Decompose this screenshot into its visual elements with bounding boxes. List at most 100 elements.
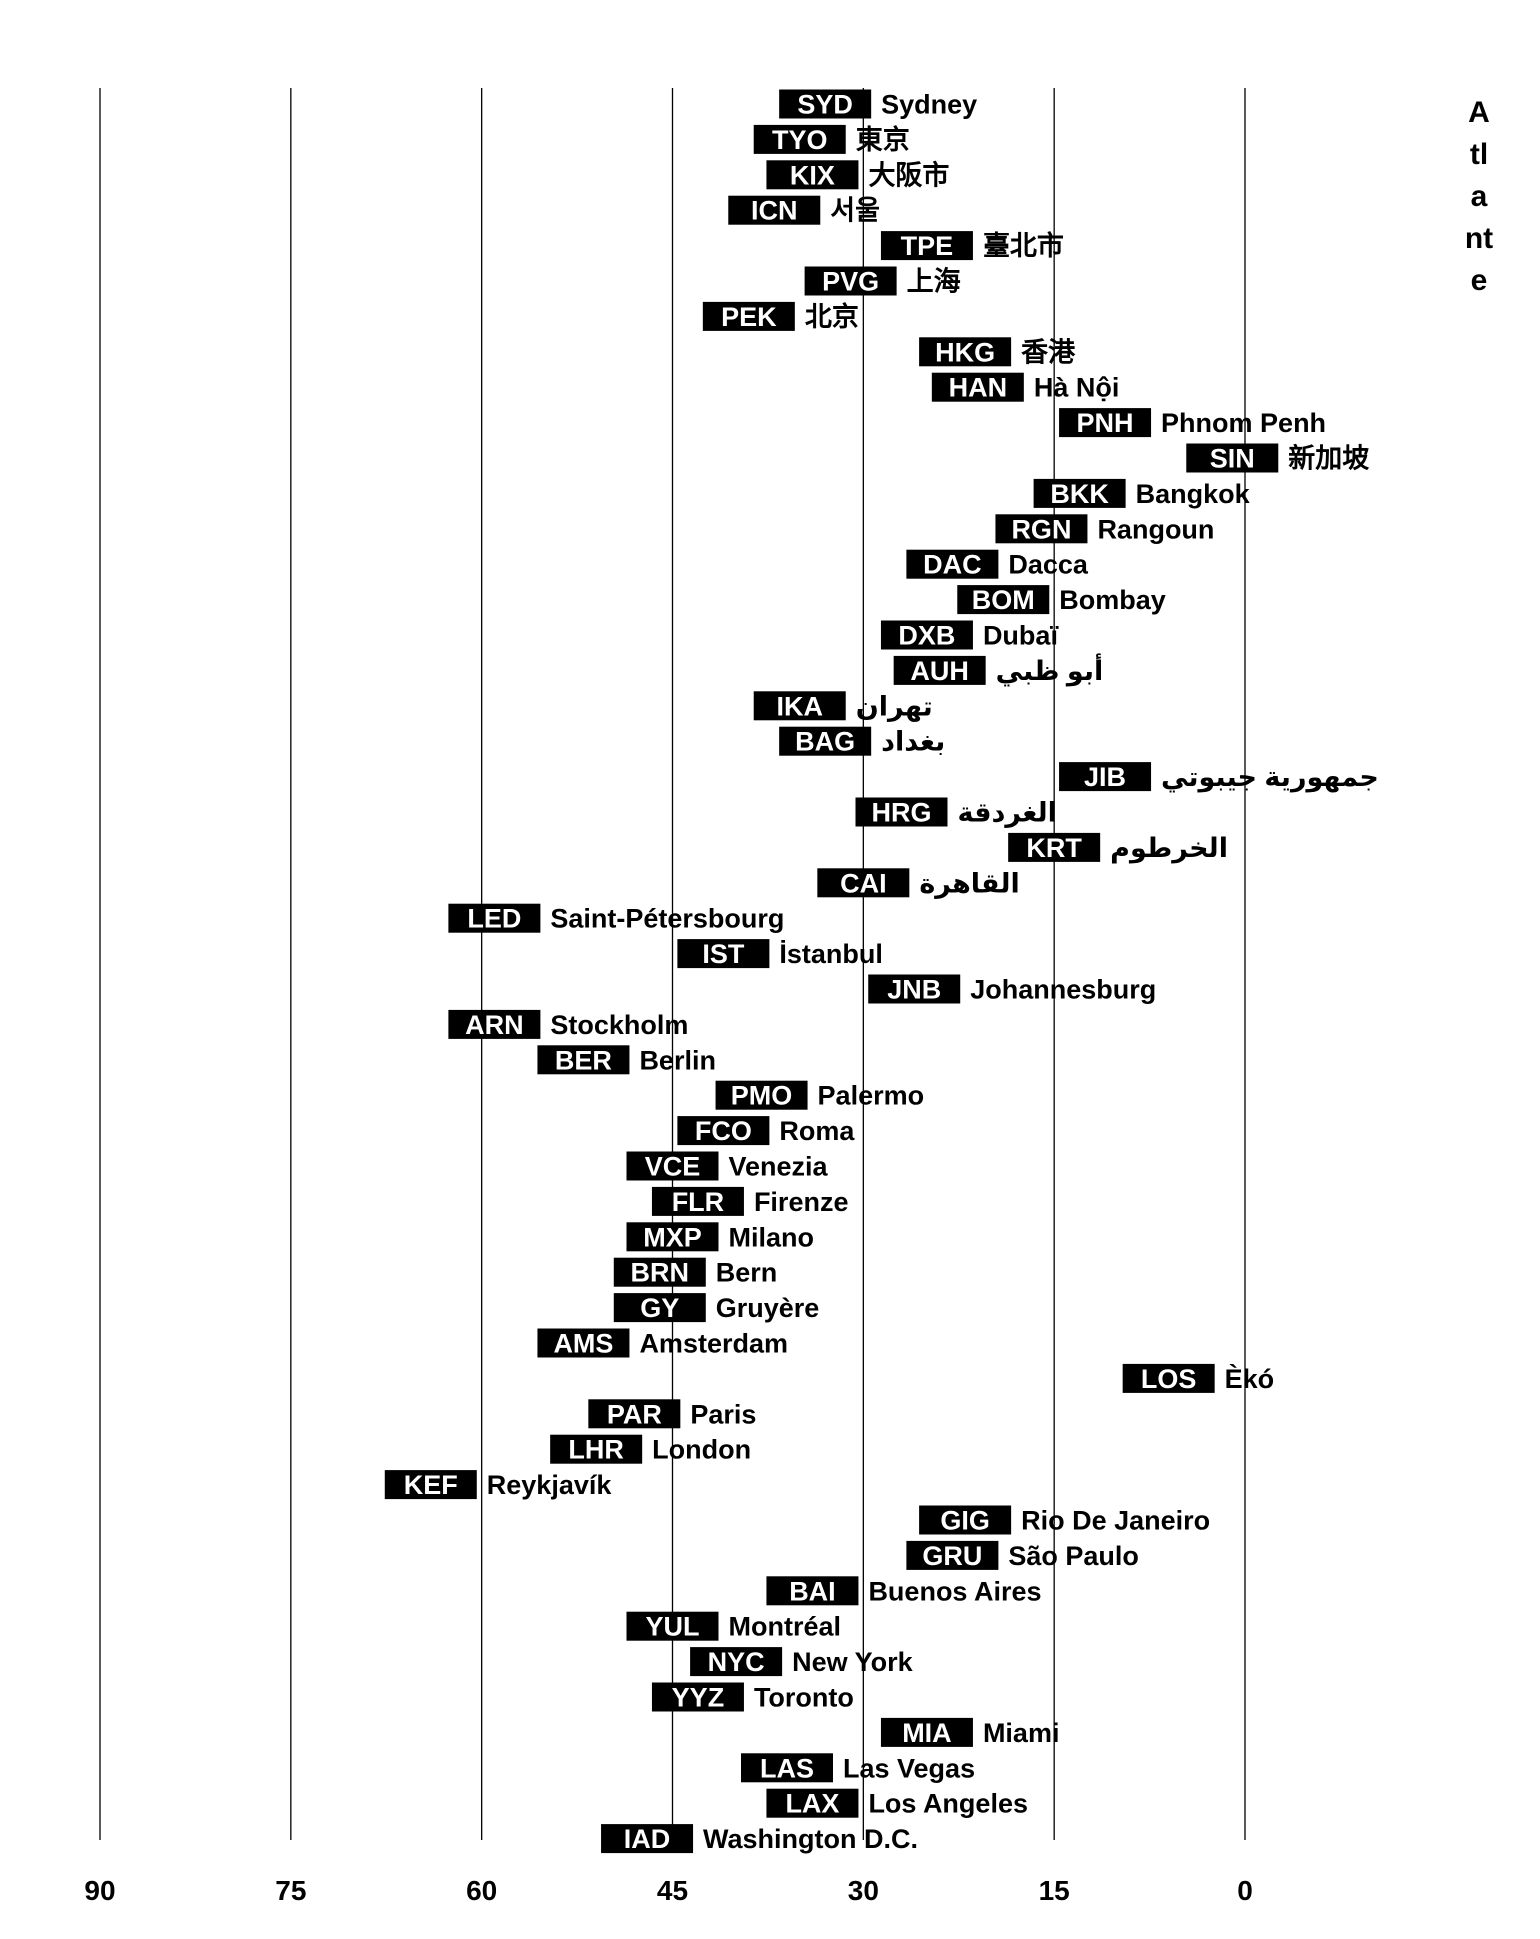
code-box [1186, 443, 1279, 473]
airport-code-label: AMS [553, 1329, 613, 1359]
data-point: GRU São Paulo [906, 1540, 1139, 1571]
data-point: HAN Hà Nội [931, 372, 1119, 403]
airport-code-label: GRU [922, 1541, 982, 1571]
data-point: GY Gruyère [613, 1293, 820, 1323]
code-box [906, 549, 999, 579]
airport-code-label: HAN [949, 373, 1008, 403]
code-box [384, 1470, 477, 1500]
city-name-label: Rangoun [1097, 514, 1214, 544]
data-point: VCE Venezia [626, 1151, 829, 1182]
code-box [906, 1540, 999, 1570]
code-box [448, 1009, 541, 1039]
code-box [715, 1080, 808, 1110]
city-name-label: Los Angeles [868, 1789, 1028, 1819]
code-box [753, 124, 846, 154]
code-box [779, 726, 872, 756]
x-tick-label: 90 [84, 1875, 115, 1906]
code-box [779, 89, 872, 119]
data-point: IAD Washington D.C. [601, 1824, 918, 1854]
data-point: BOM Bombay [957, 585, 1166, 615]
code-box [677, 939, 770, 969]
code-box [626, 1222, 719, 1252]
data-point: LAX Los Angeles [766, 1788, 1028, 1819]
airport-code-label: LAX [785, 1789, 839, 1819]
city-name-label: 臺北市 [983, 230, 1064, 261]
airport-code-label: BAG [795, 727, 855, 757]
airport-code-label: IAD [624, 1824, 671, 1854]
code-box [766, 160, 859, 190]
gridlines [99, 88, 1246, 1840]
airport-code-label: ARN [465, 1010, 524, 1040]
airport-code-label: JNB [887, 975, 941, 1005]
data-point: BRN Bern [613, 1257, 777, 1288]
airport-code-label: SYD [797, 90, 853, 120]
code-box [880, 231, 973, 261]
airport-code-label: RGN [1011, 514, 1071, 544]
data-labels: SYD Sydney TYO 東京 KIX 大阪市 ICN 서울 TPE 臺北市 PVG 上海 PEK 北… [384, 89, 1379, 1854]
airport-code-label: VCE [645, 1152, 701, 1182]
city-name-label: 서울 [830, 196, 880, 226]
city-name-label: Bangkok [1136, 479, 1251, 509]
city-name-label: Rio De Janeiro [1021, 1506, 1210, 1536]
data-point: HRG الغردقة [855, 797, 1057, 829]
code-box [550, 1434, 643, 1464]
x-axis-ticks: 90 75 60 45 30 15 0 [84, 1875, 1252, 1906]
code-box [880, 1717, 973, 1747]
data-point: ICN 서울 [728, 195, 880, 226]
airport-code-label: CAI [840, 868, 887, 898]
city-name-label: Washington D.C. [703, 1824, 918, 1854]
airport-code-label: KEF [404, 1470, 458, 1500]
data-point: PAR Paris [588, 1399, 756, 1429]
city-name-label: Bombay [1059, 585, 1166, 615]
code-box [804, 266, 897, 296]
city-name-label: Milano [729, 1222, 815, 1252]
airport-code-label: BER [555, 1045, 612, 1075]
data-point: FLR Firenze [651, 1186, 849, 1217]
city-name-label: Firenze [754, 1187, 849, 1217]
data-point: BAG بغداد [779, 726, 945, 757]
code-box [1122, 1363, 1215, 1393]
data-point: HKG 香港 [919, 337, 1076, 367]
code-box [880, 620, 973, 650]
city-name-label: 東京 [856, 124, 910, 155]
code-box [588, 1399, 681, 1429]
code-box [995, 514, 1088, 544]
code-box [766, 1788, 859, 1818]
code-box [537, 1328, 630, 1358]
data-point: DAC Dacca [906, 549, 1089, 580]
airport-code-label: BRN [631, 1258, 690, 1288]
data-point: BKK Bangkok [1033, 478, 1251, 509]
city-name-label: Palermo [818, 1081, 925, 1111]
airport-code-label: DAC [923, 550, 982, 580]
data-point: JIB جمهورية جيبوتي [1059, 762, 1379, 793]
data-point: BER Berlin [537, 1045, 716, 1075]
city-name-label: Saint-Pétersbourg [550, 904, 784, 934]
city-name-label: Buenos Aires [868, 1576, 1041, 1606]
city-name-label: 北京 [805, 301, 859, 332]
city-name-label: Sydney [881, 90, 977, 120]
city-name-label: London [652, 1435, 751, 1465]
city-name-label: Roma [779, 1116, 855, 1146]
airport-code-label: AUH [910, 656, 969, 686]
x-tick-label: 75 [275, 1875, 306, 1906]
airport-code-label: GY [640, 1293, 679, 1323]
city-name-label: Gruyère [716, 1293, 820, 1323]
airport-code-label: BKK [1050, 479, 1109, 509]
airport-code-label: YUL [646, 1612, 700, 1642]
data-point: IKA تهران [753, 691, 933, 722]
code-box [613, 1257, 706, 1287]
data-point: DXB Dubaï [880, 620, 1059, 651]
data-point: AMS Amsterdam [537, 1328, 788, 1359]
city-name-label: الغردقة [958, 798, 1057, 829]
city-name-label: Venezia [729, 1152, 829, 1182]
code-box [753, 691, 846, 721]
airport-code-label: PVG [822, 267, 879, 297]
airport-code-label: HRG [872, 798, 932, 828]
airport-code-label: IKA [776, 691, 823, 721]
airport-code-label: IST [702, 939, 745, 969]
city-name-label: İstanbul [779, 939, 883, 969]
data-point: FCO Roma [677, 1116, 855, 1146]
city-name-label: تهران [856, 691, 933, 722]
airport-code-label: JIB [1084, 762, 1126, 792]
city-name-label: New York [792, 1647, 914, 1677]
